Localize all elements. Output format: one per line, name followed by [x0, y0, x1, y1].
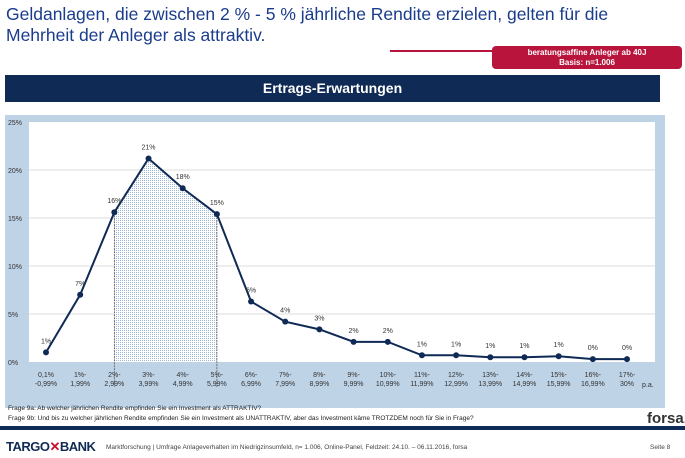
- data-point: [43, 349, 49, 356]
- data-point: [521, 354, 528, 361]
- x-tick-label: 8%-: [313, 372, 326, 379]
- data-point: [111, 209, 118, 216]
- x-tick-label: 12%-: [448, 372, 465, 379]
- data-label: 6%: [246, 288, 256, 295]
- x-tick-label: 10,99%: [376, 381, 400, 388]
- footer-text: Marktforschung | Umfrage Anlageverhalten…: [106, 444, 468, 451]
- chart-title: Ertrags-Erwartungen: [5, 75, 660, 102]
- x-tick-label: 5%-: [211, 372, 224, 379]
- x-tick-label: 4,99%: [173, 381, 193, 388]
- x-tick-label: 3%-: [142, 372, 155, 379]
- y-tick-label: 25%: [8, 120, 22, 127]
- x-tick-label: 8,99%: [309, 381, 329, 388]
- x-tick-label: 10%-: [380, 372, 397, 379]
- y-tick-label: 15%: [8, 216, 22, 223]
- x-unit-label: p.a.: [642, 382, 654, 389]
- highlight-area: [114, 158, 217, 362]
- x-tick-label: 13%-: [482, 372, 499, 379]
- data-label: 18%: [176, 174, 190, 181]
- data-point: [487, 354, 494, 361]
- x-tick-label: 5,99%: [207, 381, 227, 388]
- data-label: 1%: [41, 338, 51, 345]
- data-point: [624, 356, 630, 363]
- data-point: [316, 326, 323, 333]
- question-notes: Frage 9a: Ab welcher jährlichen Rendite …: [8, 404, 474, 424]
- data-label: 15%: [210, 200, 224, 207]
- divider: [390, 50, 500, 52]
- x-tick-label: 11%-: [414, 372, 430, 379]
- data-point: [453, 352, 460, 359]
- x-tick-label: 16,99%: [581, 381, 605, 388]
- forsa-logo: forsa.: [647, 410, 685, 427]
- x-tick-label: 0,1%: [38, 372, 54, 379]
- y-tick-label: 10%: [8, 264, 22, 271]
- data-point: [213, 211, 220, 218]
- x-tick-label: -0,99%: [35, 381, 57, 388]
- badge-line2: Basis: n=1.006: [559, 58, 615, 67]
- x-tick-label: 14,99%: [513, 381, 537, 388]
- data-label: 1%: [485, 343, 495, 350]
- data-label: 0%: [588, 345, 598, 352]
- x-tick-label: 2,99%: [104, 381, 124, 388]
- question-9a: Frage 9a: Ab welcher jährlichen Rendite …: [8, 405, 262, 412]
- sample-badge: beratungsaffine Anleger ab 40J Basis: n=…: [492, 46, 682, 69]
- x-tick-label: 1,99%: [70, 381, 90, 388]
- y-tick-label: 5%: [8, 312, 18, 319]
- x-tick-label: 6,99%: [241, 381, 261, 388]
- x-tick-label: 17%-: [619, 372, 636, 379]
- data-label: 1%: [417, 341, 427, 348]
- data-point: [555, 353, 562, 360]
- x-tick-label: 11,99%: [410, 381, 433, 388]
- data-point: [384, 338, 391, 345]
- data-point: [589, 356, 596, 363]
- question-9b: Frage 9b: Und bis zu welcher jährlichen …: [8, 415, 474, 422]
- data-point: [77, 291, 84, 298]
- x-tick-label: 7%-: [279, 372, 292, 379]
- x-tick-label: 2%-: [108, 372, 121, 379]
- data-point: [179, 185, 186, 192]
- x-tick-label: 14%-: [516, 372, 533, 379]
- x-tick-label: 15,99%: [547, 381, 571, 388]
- data-label: 7%: [75, 281, 85, 288]
- y-tick-label: 20%: [8, 168, 22, 175]
- x-tick-label: 6%-: [245, 372, 258, 379]
- data-label: 1%: [451, 341, 461, 348]
- x-tick-label: 30%: [620, 381, 634, 388]
- footer-divider: [0, 426, 685, 430]
- data-label: 2%: [349, 328, 359, 335]
- data-label: 2%: [383, 328, 393, 335]
- data-label: 0%: [622, 345, 632, 352]
- data-point: [350, 338, 357, 345]
- x-tick-label: 9,99%: [344, 381, 364, 388]
- chart: 0% 5% 10% 15% 20% 25% 1% 0,1% -0,99% 7% 1%- 1,99% 16…: [8, 120, 655, 389]
- x-tick-label: 13,99%: [478, 381, 502, 388]
- page-number: Seite 8: [650, 444, 671, 451]
- badge-line1: beratungsaffine Anleger ab 40J: [527, 48, 647, 57]
- data-label: 16%: [107, 198, 121, 205]
- x-tick-label: 9%-: [347, 372, 360, 379]
- data-label: 1%: [519, 343, 529, 350]
- data-label: 1%: [554, 342, 564, 349]
- x-tick-label: 4%-: [176, 372, 189, 379]
- targobank-logo: TARGO✕BANK: [6, 439, 96, 454]
- data-label: 3%: [314, 315, 324, 322]
- data-label: 21%: [142, 144, 156, 151]
- data-point: [248, 298, 255, 305]
- data-label: 4%: [280, 308, 290, 315]
- x-tick-label: 15%-: [550, 372, 567, 379]
- x-tick-label: 16%-: [585, 372, 602, 379]
- data-point: [282, 318, 289, 325]
- x-tick-label: 3,99%: [139, 381, 159, 388]
- y-tick-label: 0%: [8, 360, 18, 367]
- x-tick-label: 12,99%: [444, 381, 468, 388]
- data-point: [145, 155, 152, 162]
- data-point: [418, 352, 425, 359]
- series-line: [45, 156, 627, 361]
- x-tick-label: 1%-: [74, 372, 87, 379]
- x-tick-label: 7,99%: [275, 381, 295, 388]
- headline: Geldanlagen, die zwischen 2 % - 5 % jähr…: [6, 4, 609, 45]
